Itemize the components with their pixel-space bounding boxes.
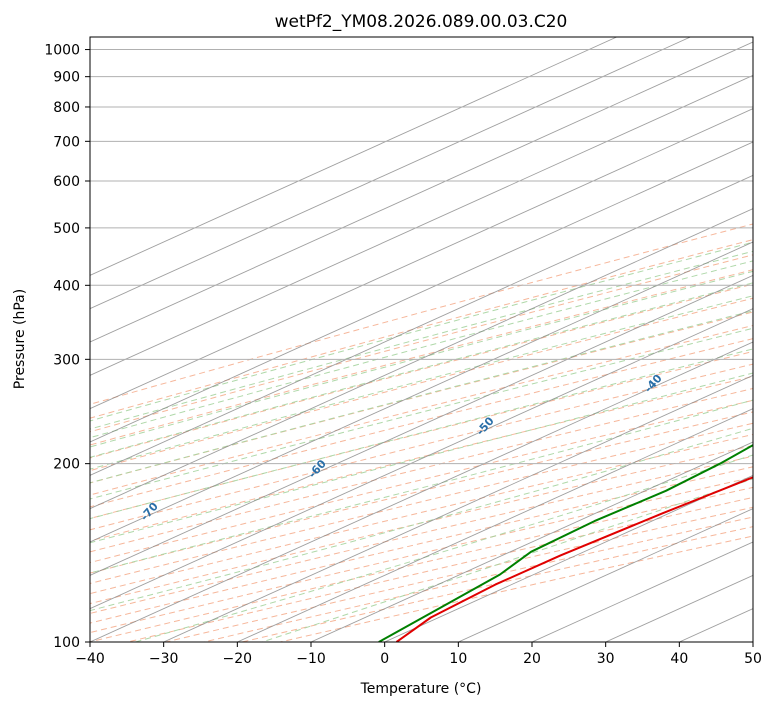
- isotherm-line: [90, 174, 753, 476]
- isotherm-line: [90, 141, 753, 443]
- y-tick-label: 500: [53, 221, 80, 237]
- x-tick-label: −40: [75, 651, 105, 667]
- isotherm-line: [237, 408, 753, 642]
- isotherm-line: [458, 508, 753, 642]
- dry-adiabat-line: [90, 350, 753, 519]
- isotherm-label: -70: [138, 500, 161, 524]
- moist-adiabat-line: [90, 372, 753, 544]
- x-tick-label: −10: [296, 651, 326, 667]
- y-axis-ticks: 100 200 300 400 500 600 700 800 900 1000: [44, 43, 90, 651]
- plot-frame: [89, 36, 754, 643]
- dewpoint-profile-line: [378, 444, 753, 642]
- y-tick-label: 800: [53, 100, 80, 116]
- isotherm-label: -40: [642, 372, 665, 396]
- x-tick-label: 30: [597, 651, 615, 667]
- x-tick-label: 0: [380, 651, 389, 667]
- dry-adiabat-line: [90, 466, 753, 624]
- dry-adiabat-line: [90, 254, 753, 433]
- moist-adiabat-line: [90, 270, 753, 448]
- moist-adiabat-line: [90, 241, 753, 422]
- isotherm-line: [310, 441, 753, 642]
- isotherm-line: [163, 374, 753, 642]
- dry-adiabat-line: [90, 387, 753, 553]
- moist-adiabat-line: [90, 260, 753, 439]
- isotherm-label: -50: [474, 414, 497, 438]
- moist-adiabat-line: [90, 327, 753, 500]
- x-tick-label: −30: [149, 651, 179, 667]
- chart-title: wetPf2_YM08.2026.089.00.03.C20: [275, 12, 568, 32]
- y-tick-label: 600: [53, 174, 80, 190]
- dry-adiabat-line: [90, 324, 753, 496]
- isotherm-line: [752, 641, 753, 642]
- y-tick-label: 300: [53, 352, 80, 368]
- moist-adiabat-line: [90, 295, 753, 470]
- y-tick-label: 100: [53, 635, 80, 651]
- x-tick-label: 40: [670, 651, 688, 667]
- y-tick-label: 700: [53, 134, 80, 150]
- isotherm-line: [90, 308, 753, 610]
- isotherm-line: [90, 108, 753, 410]
- isotherm-line: [90, 341, 753, 642]
- y-tick-label: 900: [53, 70, 80, 86]
- dry-adiabat-line: [90, 297, 753, 472]
- isotherm-line: [90, 37, 691, 310]
- isotherm-line: [679, 608, 753, 642]
- moist-adiabat-line: [90, 282, 753, 458]
- dry-adiabat-line: [280, 535, 753, 642]
- y-tick-label: 1000: [44, 43, 80, 59]
- background-lines: [90, 223, 753, 642]
- x-axis-ticks: −40 −30 −20 −10 0 10 20 30 40 50: [75, 642, 762, 667]
- dry-adiabat-line: [90, 283, 753, 459]
- isotherm-line: [90, 274, 753, 576]
- isotherm-line: [90, 41, 753, 343]
- isotherm-line: [90, 241, 753, 543]
- y-tick-label: 200: [53, 457, 80, 473]
- x-tick-label: 50: [744, 651, 762, 667]
- isotherm-line: [90, 37, 617, 276]
- dry-adiabat-line: [90, 363, 753, 531]
- x-tick-label: −20: [223, 651, 253, 667]
- isotherm-label: -60: [306, 457, 329, 481]
- moist-adiabat-line: [90, 310, 753, 484]
- isotherm-line: [384, 474, 753, 642]
- x-tick-label: 20: [523, 651, 541, 667]
- temperature-profile-line: [395, 476, 753, 642]
- moist-adiabat-line: [135, 454, 753, 642]
- moist-adiabat-line: [261, 478, 753, 642]
- x-axis-label: Temperature (°C): [360, 681, 482, 697]
- isotherm-line: [90, 74, 753, 376]
- grid-lines: [90, 37, 753, 642]
- y-axis-label: Pressure (hPa): [12, 289, 28, 389]
- dry-adiabat-line: [90, 476, 753, 634]
- y-tick-label: 400: [53, 278, 80, 294]
- isotherm-line: [90, 208, 753, 510]
- x-tick-label: 10: [449, 651, 467, 667]
- profiles: [378, 444, 753, 642]
- dry-adiabat-line: [90, 486, 753, 642]
